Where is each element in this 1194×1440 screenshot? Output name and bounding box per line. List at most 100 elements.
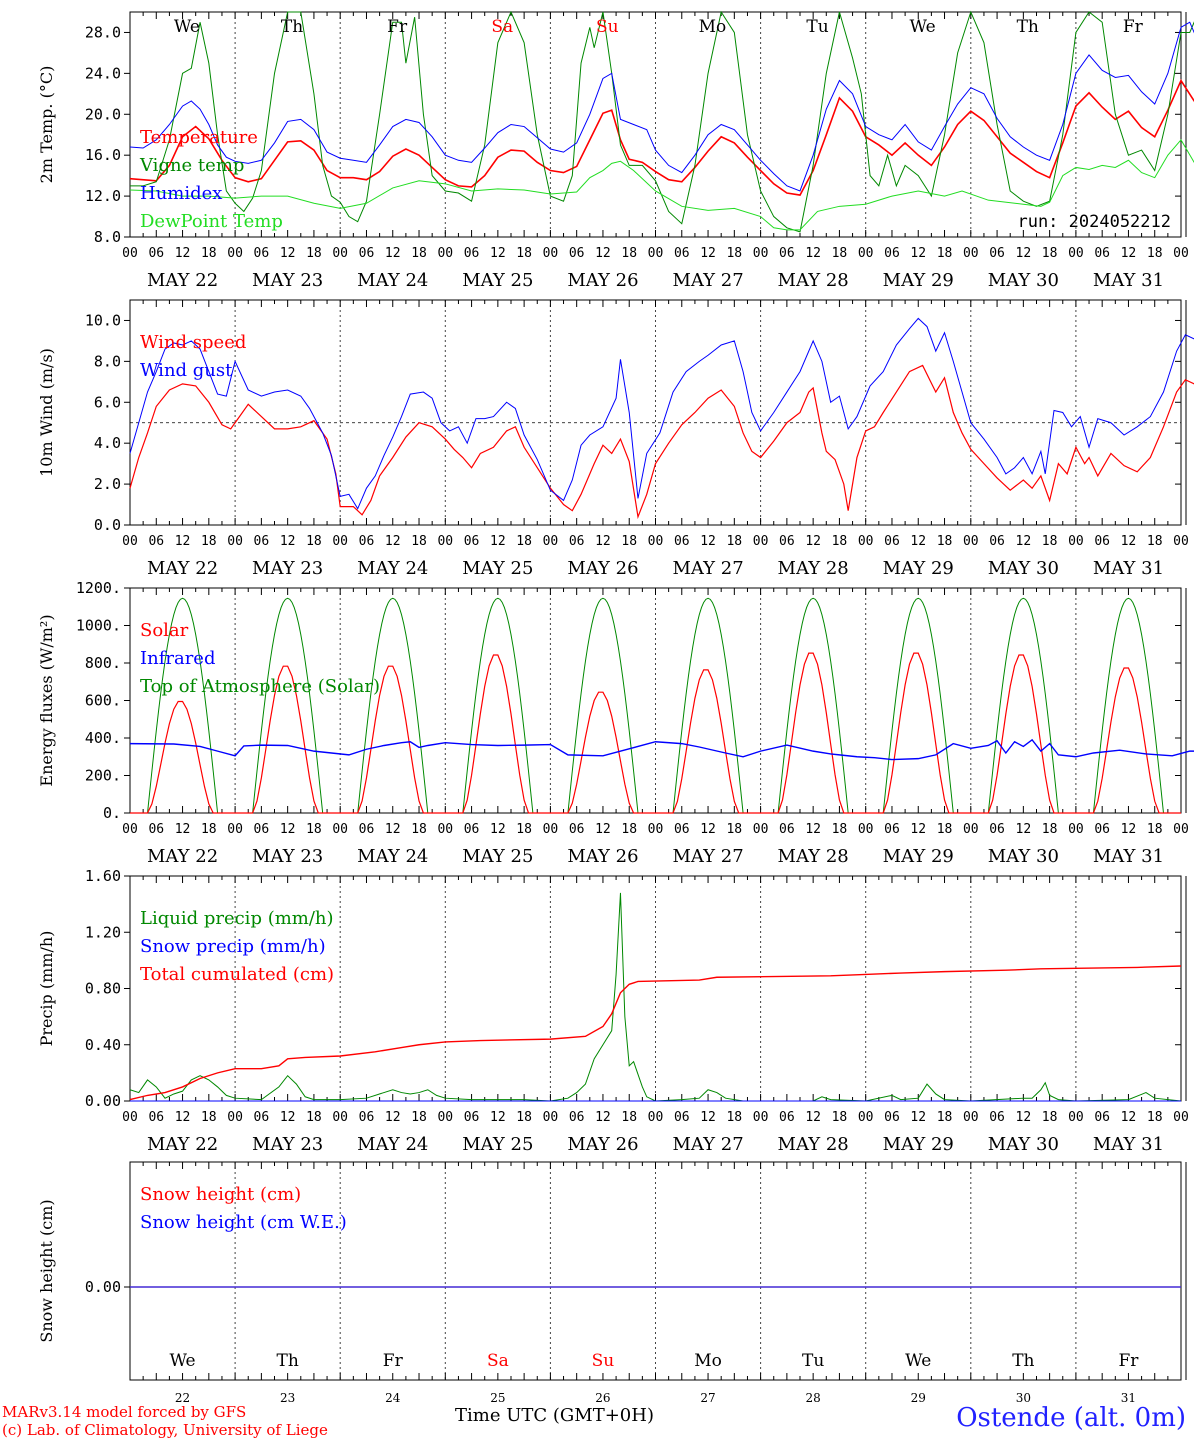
date-label: MAY 30 (988, 270, 1059, 291)
hour-label: 18 (411, 534, 427, 549)
date-label: MAY 26 (567, 1134, 638, 1155)
date-label: MAY 22 (147, 270, 218, 291)
hour-label: 12 (910, 1110, 926, 1125)
weekday-label: Mo (699, 17, 727, 37)
hour-label: 00 (122, 246, 138, 261)
y-tick-label: 0.00 (85, 1278, 121, 1296)
hour-label: 18 (621, 246, 637, 261)
date-label: MAY 26 (567, 846, 638, 867)
hour-label: 12 (595, 822, 611, 837)
hour-label: 00 (1173, 822, 1189, 837)
hour-label: 06 (569, 246, 585, 261)
hour-label: 18 (1042, 1110, 1058, 1125)
hour-label: 12 (1121, 822, 1137, 837)
hour-label: 12 (910, 246, 926, 261)
hour-label: 12 (385, 822, 401, 837)
lab-credit: (c) Lab. of Climatology, University of L… (2, 1421, 328, 1439)
legend-entry: Liquid precip (mm/h) (140, 908, 334, 929)
legend-entry: Snow precip (mm/h) (140, 936, 326, 957)
y-tick-label: 2.0 (94, 475, 121, 493)
hour-label: 00 (543, 1110, 559, 1125)
date-label: MAY 29 (883, 846, 954, 867)
y-tick-label: 0. (103, 804, 121, 822)
hour-label: 12 (1121, 534, 1137, 549)
hour-label: 12 (175, 1110, 191, 1125)
hour-label: 18 (411, 246, 427, 261)
date-label: MAY 24 (357, 270, 428, 291)
hour-label: 06 (884, 246, 900, 261)
hour-label: 18 (306, 1110, 322, 1125)
y-tick-label: 4.0 (94, 434, 121, 452)
weekday-label: Tu (806, 17, 828, 37)
hour-label: 12 (1016, 534, 1032, 549)
hour-label: 18 (937, 1110, 953, 1125)
hour-label: 18 (726, 534, 742, 549)
hour-label: 00 (437, 822, 453, 837)
hour-label: 06 (989, 1110, 1005, 1125)
y-axis-title: Snow height (cm) (37, 1199, 56, 1342)
hour-label: 18 (201, 534, 217, 549)
y-tick-label: 200. (85, 767, 121, 785)
hour-label: 18 (726, 822, 742, 837)
x-axis-title: Time UTC (GMT+0H) (455, 1405, 654, 1426)
hour-label: 06 (884, 534, 900, 549)
hour-label: 00 (122, 534, 138, 549)
y-tick-label: 600. (85, 692, 121, 710)
weekday-label: We (169, 1351, 195, 1371)
legend-entry: Infrared (140, 648, 215, 669)
hour-label: 18 (1042, 246, 1058, 261)
hour-label: 18 (832, 534, 848, 549)
date-label: MAY 25 (462, 846, 533, 867)
date-label: MAY 31 (1093, 846, 1164, 867)
date-label: MAY 25 (462, 270, 533, 291)
date-label: MAY 30 (988, 1134, 1059, 1155)
date-label: MAY 30 (988, 846, 1059, 867)
hour-label: 06 (359, 822, 375, 837)
hour-label: 00 (332, 246, 348, 261)
date-label: MAY 29 (883, 558, 954, 579)
hour-label: 06 (359, 534, 375, 549)
model-credit: MARv3.14 model forced by GFS (2, 1403, 247, 1421)
day-number-label: 26 (595, 1391, 610, 1405)
hour-label: 18 (306, 246, 322, 261)
day-number-label: 23 (280, 1391, 295, 1405)
date-label: MAY 30 (988, 558, 1059, 579)
date-label: MAY 29 (883, 270, 954, 291)
hour-label: 00 (648, 534, 664, 549)
hour-label: 12 (280, 1110, 296, 1125)
hour-label: 18 (937, 822, 953, 837)
y-tick-label: 24.0 (85, 64, 121, 82)
hour-label: 12 (1121, 1110, 1137, 1125)
legend-entry: Top of Atmosphere (Solar) (140, 676, 380, 697)
legend-entry: Snow height (cm) (140, 1184, 301, 1205)
hour-label: 18 (937, 534, 953, 549)
hour-label: 12 (805, 246, 821, 261)
weekday-label: Su (592, 1351, 615, 1371)
hour-label: 00 (332, 822, 348, 837)
hour-label: 06 (779, 534, 795, 549)
date-label: MAY 24 (357, 846, 428, 867)
legend-entry: Wind speed (140, 332, 246, 353)
hour-label: 12 (490, 534, 506, 549)
day-number-label: 24 (385, 1391, 401, 1405)
y-axis-title: 10m Wind (m/s) (37, 348, 56, 477)
hour-label: 00 (543, 246, 559, 261)
date-label: MAY 28 (778, 558, 849, 579)
hour-label: 18 (516, 246, 532, 261)
hour-label: 18 (516, 534, 532, 549)
hour-label: 18 (1042, 534, 1058, 549)
legend-entry: Temperature (140, 127, 258, 148)
hour-label: 00 (332, 534, 348, 549)
hour-label: 00 (648, 822, 664, 837)
hour-label: 06 (359, 246, 375, 261)
hour-label: 00 (543, 534, 559, 549)
hour-label: 00 (122, 822, 138, 837)
y-tick-label: 8.0 (94, 352, 121, 370)
hour-label: 00 (858, 822, 874, 837)
weekday-label: Fr (1123, 17, 1144, 37)
hour-label: 18 (726, 246, 742, 261)
hour-label: 12 (805, 822, 821, 837)
hour-label: 00 (963, 534, 979, 549)
hour-label: 00 (1068, 246, 1084, 261)
